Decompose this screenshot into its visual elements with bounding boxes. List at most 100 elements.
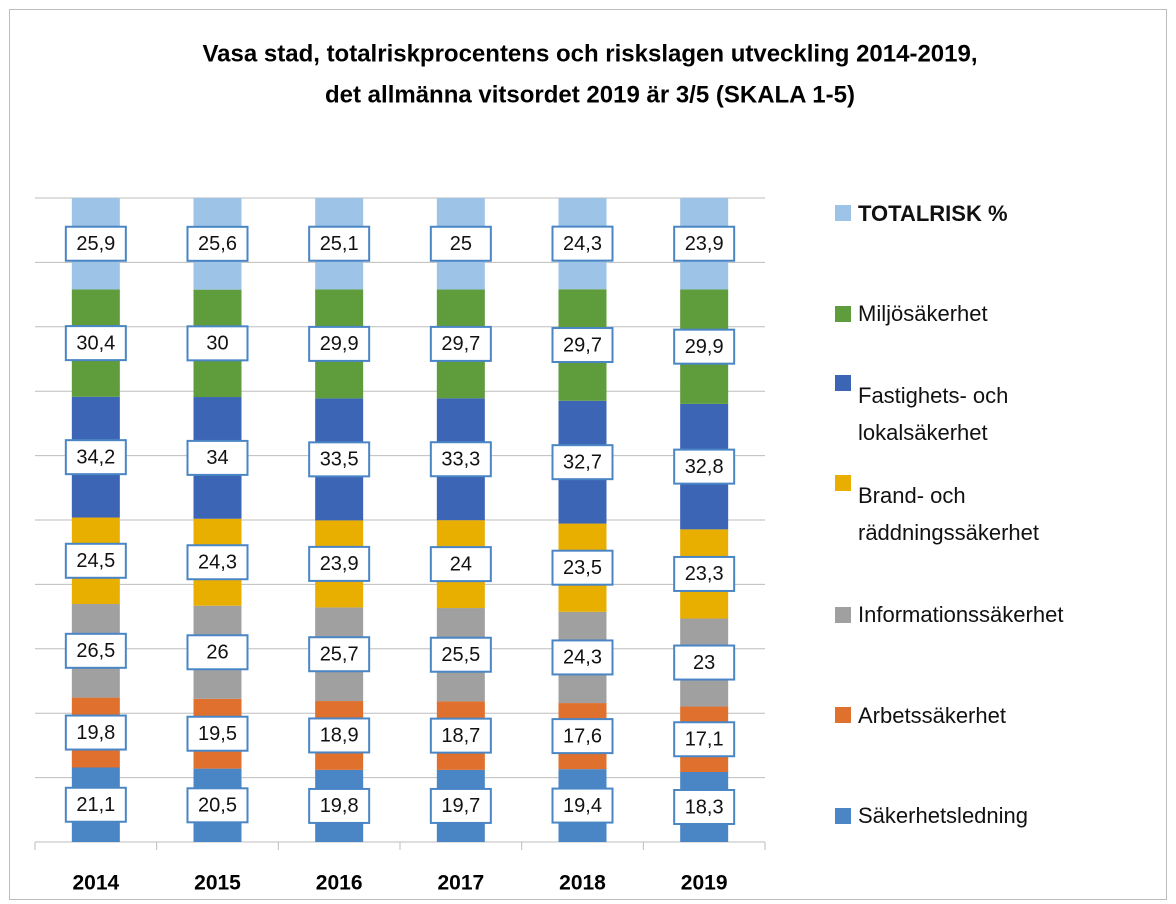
legend-label: Miljösäkerhet xyxy=(858,301,988,327)
label-box xyxy=(186,325,249,362)
data-label: 26 xyxy=(206,642,228,664)
label-box xyxy=(673,225,736,262)
data-label: 34,2 xyxy=(76,446,115,468)
legend-label: TOTALRISK % xyxy=(858,200,1008,226)
label-box xyxy=(551,225,614,262)
label-box xyxy=(308,545,371,582)
label-box xyxy=(186,634,249,671)
x-tick-label: 2017 xyxy=(437,872,484,895)
data-label: 19,8 xyxy=(320,795,359,817)
data-label: 26,5 xyxy=(76,640,115,662)
data-label: 23,9 xyxy=(685,233,724,255)
legend-label: Fastighets- och lokalsäkerhet xyxy=(858,382,1009,445)
legend-item: Informationssäkerhet xyxy=(835,565,1135,665)
data-label: 19,8 xyxy=(76,722,115,744)
label-box xyxy=(551,787,614,824)
data-label: 30 xyxy=(206,333,228,355)
label-box xyxy=(308,717,371,754)
label-box xyxy=(673,328,736,365)
legend-item: Brand- och räddningssäkerhet xyxy=(835,464,1135,564)
data-label: 23,3 xyxy=(685,563,724,585)
data-label: 17,1 xyxy=(685,729,724,751)
data-label: 24 xyxy=(450,553,472,575)
legend-item: Arbetssäkerhet xyxy=(835,665,1135,765)
data-label: 29,9 xyxy=(685,336,724,358)
data-label: 33,3 xyxy=(441,449,480,471)
data-label: 21,1 xyxy=(76,794,115,816)
data-label: 25,5 xyxy=(441,644,480,666)
legend-item: Miljösäkerhet xyxy=(835,263,1135,363)
chart-title: det allmänna vitsordet 2019 är 3/5 (SKAL… xyxy=(325,81,855,108)
label-box xyxy=(673,448,736,485)
data-label: 24,5 xyxy=(76,550,115,572)
label-box xyxy=(308,325,371,362)
legend-item: TOTALRISK % xyxy=(835,163,1135,263)
data-label: 17,6 xyxy=(563,725,602,747)
label-box xyxy=(64,786,127,823)
legend-swatch xyxy=(835,807,851,824)
data-label: 25,6 xyxy=(198,233,237,255)
label-box xyxy=(186,715,249,752)
data-label: 19,4 xyxy=(563,795,602,817)
data-label: 18,7 xyxy=(441,725,480,747)
legend-label: Informationssäkerhet xyxy=(858,602,1064,628)
data-label: 23,9 xyxy=(320,553,359,575)
data-label: 20,5 xyxy=(198,795,237,817)
label-box xyxy=(673,721,736,758)
x-tick-label: 2016 xyxy=(316,872,363,895)
label-box xyxy=(308,225,371,262)
label-box xyxy=(64,714,127,751)
label-box xyxy=(551,444,614,481)
label-box xyxy=(429,717,492,754)
legend-label: Brand- och räddningssäkerhet xyxy=(858,483,1040,546)
legend: TOTALRISK % Miljösäkerhet Fastighets- och … xyxy=(835,163,1135,866)
label-box xyxy=(551,549,614,586)
x-tick-label: 2015 xyxy=(194,872,241,895)
data-label: 32,7 xyxy=(563,451,602,473)
legend-label: Säkerhetsledning xyxy=(858,803,1029,829)
label-box xyxy=(429,325,492,362)
data-label: 19,7 xyxy=(441,795,480,817)
data-label: 25,7 xyxy=(320,644,359,666)
data-label: 25,1 xyxy=(320,233,359,255)
data-label: 19,5 xyxy=(198,723,237,745)
legend-item: Fastighets- och lokalsäkerhet xyxy=(835,364,1135,464)
label-box xyxy=(186,439,249,476)
data-label: 30,4 xyxy=(76,332,115,354)
label-box xyxy=(308,636,371,673)
legend-label: Arbetssäkerhet xyxy=(858,702,1006,728)
data-label: 18,3 xyxy=(685,796,724,818)
label-box xyxy=(551,718,614,755)
legend-item: Säkerhetsledning xyxy=(835,765,1135,865)
label-box xyxy=(673,555,736,592)
legend-swatch xyxy=(835,606,851,623)
data-label: 25 xyxy=(450,233,472,255)
label-box xyxy=(64,542,127,579)
label-box xyxy=(551,327,614,364)
chart-title: Vasa stad, totalriskprocentens och risks… xyxy=(202,40,977,67)
legend-swatch xyxy=(835,475,851,492)
data-label: 24,3 xyxy=(563,647,602,669)
label-box xyxy=(186,225,249,262)
data-label: 24,3 xyxy=(563,233,602,255)
data-label: 23 xyxy=(693,652,715,674)
data-label: 23,5 xyxy=(563,557,602,579)
label-box xyxy=(64,439,127,476)
legend-swatch xyxy=(835,205,851,222)
label-box xyxy=(64,225,127,262)
label-box xyxy=(64,632,127,669)
legend-swatch xyxy=(835,707,851,724)
legend-swatch xyxy=(835,374,851,391)
data-label: 33,5 xyxy=(320,449,359,471)
label-box xyxy=(673,788,736,825)
label-box xyxy=(64,325,127,362)
data-label: 29,7 xyxy=(563,334,602,356)
data-label: 32,8 xyxy=(685,456,724,478)
data-label: 29,9 xyxy=(320,333,359,355)
label-box xyxy=(186,544,249,581)
label-box xyxy=(429,636,492,673)
data-labels: 21,1 19,8 26,5 24,5 34,2 30,4 25,9 20,5 19,5 26 24… xyxy=(64,225,736,825)
label-box xyxy=(429,546,492,583)
